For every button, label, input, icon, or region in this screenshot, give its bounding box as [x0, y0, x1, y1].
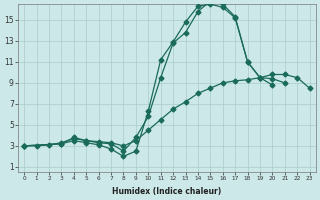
X-axis label: Humidex (Indice chaleur): Humidex (Indice chaleur) — [112, 187, 221, 196]
